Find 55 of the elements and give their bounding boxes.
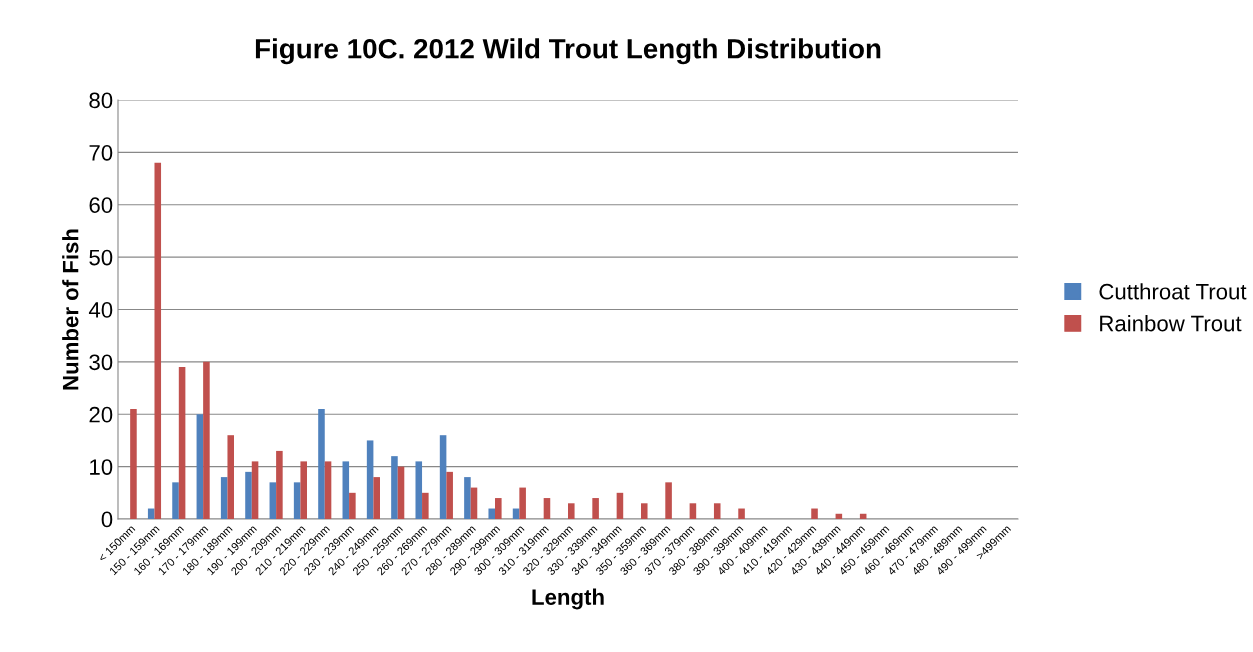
y-tick-label: 40	[88, 302, 113, 318]
bar	[251, 461, 259, 519]
bar	[519, 487, 526, 519]
chart-title: Figure 10C. 2012 Wild Trout Length Distribution	[255, 38, 881, 65]
bar	[464, 477, 471, 519]
bar	[422, 492, 429, 519]
bar	[245, 471, 252, 519]
y-tick-label: 60	[89, 197, 113, 214]
bar	[640, 503, 648, 519]
bar	[276, 450, 283, 519]
legend-label: Rainbow Trout	[1100, 315, 1242, 332]
bar	[439, 435, 447, 519]
y-axis-title: Number of Fish	[62, 229, 79, 390]
bar	[172, 482, 179, 519]
bar	[391, 456, 398, 519]
bar	[495, 498, 502, 519]
bar	[196, 414, 204, 519]
bar	[738, 508, 745, 519]
y-tick-label: 0	[101, 511, 113, 528]
bar	[713, 503, 721, 519]
y-tick-label: 50	[89, 249, 113, 266]
x-axis-title: Length	[532, 588, 604, 610]
bar	[616, 492, 624, 519]
bar	[415, 461, 423, 519]
bar	[665, 482, 672, 519]
bar	[811, 508, 818, 519]
y-tick-label: 80	[89, 92, 113, 109]
bar	[178, 367, 186, 519]
legend-label: Cutthroat Trout	[1099, 283, 1247, 300]
bar	[373, 477, 380, 519]
y-tick-label: 70	[89, 144, 113, 161]
y-tick-label: 20	[89, 406, 113, 423]
bar	[324, 461, 332, 519]
bar	[300, 461, 307, 519]
bar	[220, 477, 228, 519]
bar	[470, 487, 478, 519]
bar	[154, 162, 162, 519]
bar	[318, 409, 325, 519]
bar	[689, 503, 697, 519]
bar	[203, 361, 210, 519]
bar	[366, 440, 374, 519]
bar	[568, 503, 575, 519]
bar	[342, 461, 350, 519]
bar	[130, 409, 137, 519]
bar	[592, 498, 599, 519]
bar	[488, 508, 496, 519]
y-tick-label: 10	[90, 459, 113, 475]
bar	[349, 492, 356, 519]
y-tick-label: 30	[89, 354, 113, 371]
bar	[446, 471, 453, 519]
bar	[543, 498, 551, 519]
bar	[397, 466, 405, 519]
bar	[269, 482, 277, 519]
bar	[227, 435, 235, 519]
bar	[293, 482, 301, 519]
